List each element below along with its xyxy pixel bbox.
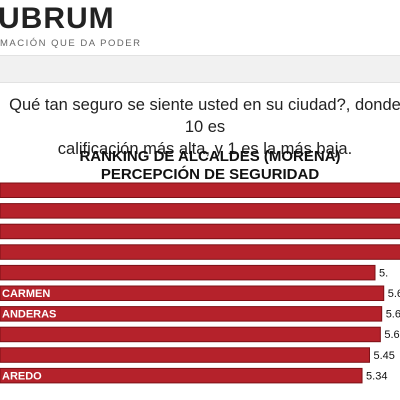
bar-10: [0, 367, 363, 384]
bar-category-label: AREDO: [2, 370, 42, 382]
bar-1: [0, 182, 400, 198]
navigation-bar: [0, 55, 400, 83]
brand-logo: UBRUM: [0, 2, 115, 35]
survey-question: Qué tan seguro se siente usted en su ciu…: [0, 94, 400, 160]
bar-6: [0, 285, 385, 301]
bar-value-label: 5.: [379, 267, 388, 279]
bar-category-label: CARMEN: [2, 288, 50, 300]
bar-value-label: 5.6: [388, 288, 400, 300]
bar-value-label: 5.63: [386, 309, 400, 321]
bar-9: [0, 347, 370, 363]
bar-value-label: 5.45: [373, 350, 394, 362]
bar-7: [0, 306, 383, 322]
chart-subtitle: PERCEPCIÓN DE SEGURIDAD: [100, 166, 320, 183]
bar-5: [0, 264, 376, 281]
bar-4: [0, 244, 400, 260]
bar-8: [0, 326, 381, 343]
survey-question-line-2: calificación más alta, y 1 es la más baj…: [57, 140, 353, 158]
brand-tagline: MACIÓN QUE DA PODER: [0, 38, 142, 49]
bar-value-label: 5.34: [366, 370, 387, 382]
bar-2: [0, 203, 400, 219]
bar-category-label: ANDERAS: [2, 309, 56, 321]
chart-title: RANKING DE ALCALDES (MORENA): [79, 148, 341, 165]
bar-3: [0, 223, 400, 240]
bar-value-label: 5.61: [384, 329, 400, 341]
chart-title-block: RANKING DE ALCALDES (MORENA) PERCEPCIÓN …: [60, 148, 360, 184]
survey-question-line-1: Qué tan seguro se siente usted en su ciu…: [9, 96, 400, 136]
